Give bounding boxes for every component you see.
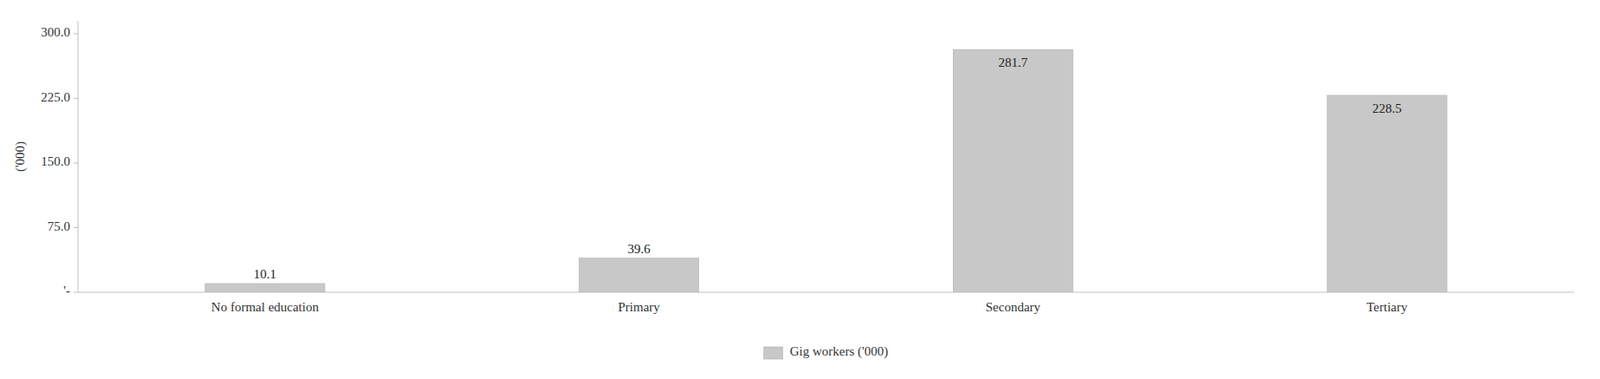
bars: [205, 49, 1447, 292]
y-axis-label: ('000): [12, 141, 28, 172]
bar: [1327, 95, 1447, 292]
legend-label: Gig workers ('000): [790, 343, 889, 359]
data-label: 39.6: [628, 241, 652, 256]
x-axis-line: [77, 291, 1575, 293]
y-tick: [73, 97, 78, 99]
chart: '- 75.0 150.0 225.0 300.0 ('000) 10.1 39.6 281.7…: [0, 0, 1600, 379]
data-label: 10.1: [253, 266, 277, 281]
x-tick-label: Secondary: [985, 299, 1042, 314]
x-tick-label: Primary: [617, 299, 661, 314]
y-tick-label: '-: [63, 283, 71, 298]
y-tick-label: 300.0: [40, 25, 71, 39]
chart-container: '- 75.0 150.0 225.0 300.0 ('000) 10.1 39.6 281.7…: [0, 0, 1600, 379]
x-tick-label: No formal education: [211, 299, 320, 314]
y-tick-label: 225.0: [40, 90, 71, 104]
y-axis-line: [77, 20, 79, 292]
data-label: 281.7: [998, 55, 1029, 70]
bar: [952, 49, 1073, 292]
y-tick-label: 75.0: [47, 219, 71, 234]
y-tick: [73, 32, 78, 34]
y-tick: [73, 161, 78, 163]
bar: [205, 283, 325, 292]
data-label: 228.5: [1372, 101, 1402, 116]
y-tick-label: 150.0: [40, 154, 71, 169]
x-tick-label: Tertiary: [1366, 299, 1408, 314]
bar: [579, 258, 700, 292]
legend: Gig workers ('000): [764, 343, 889, 359]
y-tick: [73, 291, 78, 293]
y-tick: [73, 226, 78, 228]
legend-swatch: [764, 346, 784, 359]
